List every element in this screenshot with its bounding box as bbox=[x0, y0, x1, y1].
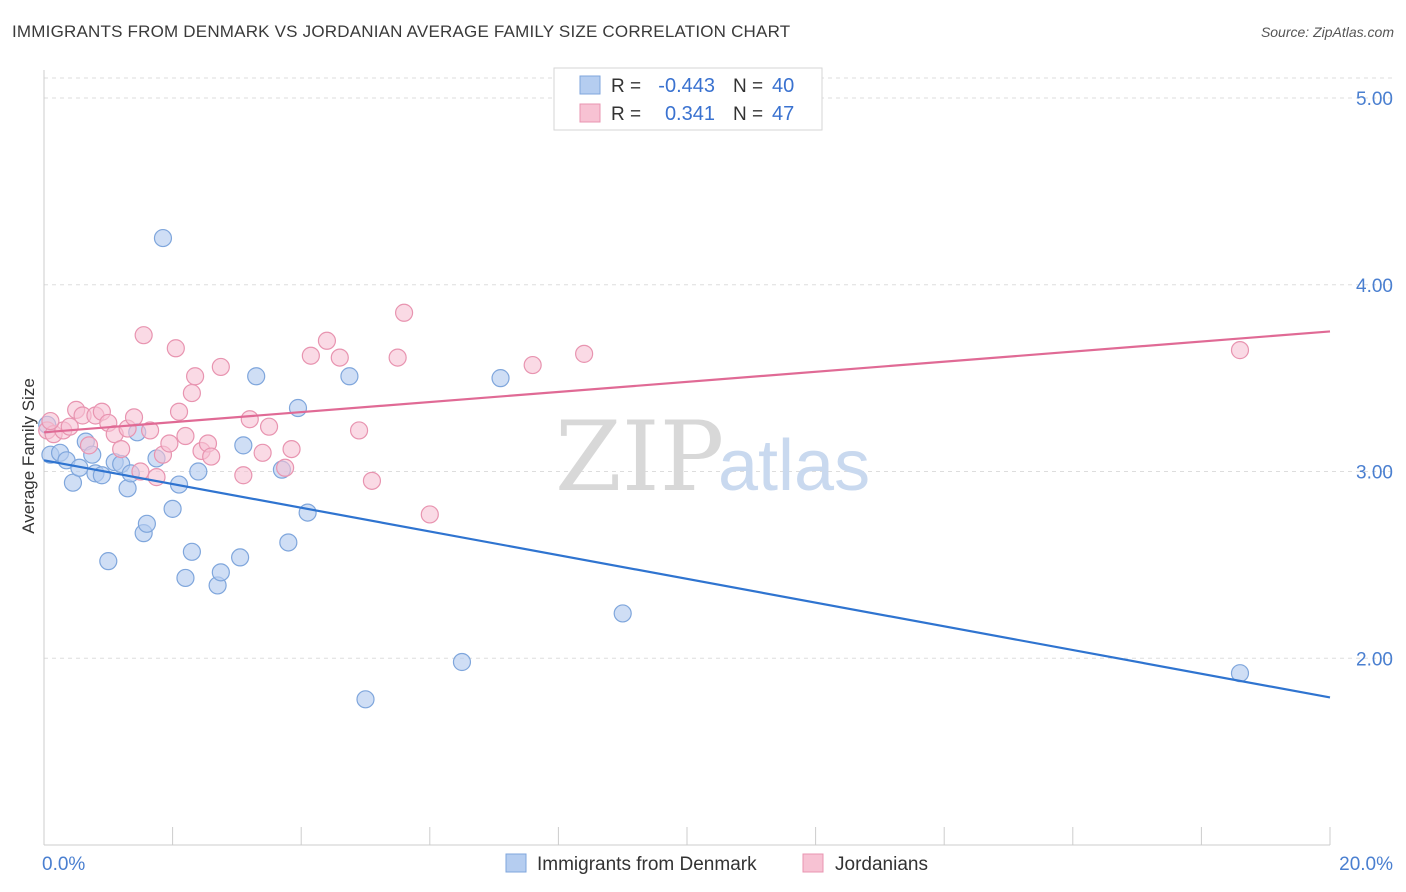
legend-r-value-2: 0.341 bbox=[665, 103, 715, 125]
jordanians-point-46 bbox=[41, 411, 60, 431]
y-tick-labels: 2.00 3.00 4.00 5.00 bbox=[1356, 89, 1393, 670]
watermark: ZIP atlas bbox=[555, 401, 870, 513]
jordanians-point-32 bbox=[259, 417, 279, 436]
denmark-point-25 bbox=[211, 563, 230, 582]
denmark-point-30 bbox=[279, 533, 298, 552]
x-tick-label-end: 20.0% bbox=[1339, 854, 1393, 875]
denmark-point-31 bbox=[288, 398, 308, 418]
watermark-zip: ZIP bbox=[555, 401, 724, 513]
y-tick-label-0: 2.00 bbox=[1356, 649, 1393, 670]
jordanians-point-35 bbox=[301, 346, 320, 365]
top-legend: R = -0.443 N = 40 R = 0.341 N = 47 bbox=[553, 67, 823, 131]
denmark-point-23 bbox=[189, 462, 208, 481]
trend-lines bbox=[43, 330, 1331, 699]
y-tick-label-1: 3.00 bbox=[1356, 463, 1393, 484]
jordanians-point-44 bbox=[575, 344, 594, 363]
bottom-legend-swatch-blue bbox=[505, 853, 527, 873]
denmark-point-37 bbox=[613, 604, 632, 623]
jordanians-point-42 bbox=[420, 505, 439, 524]
denmark-point-21 bbox=[176, 568, 195, 588]
bottom-legend-swatch-pink bbox=[802, 853, 824, 873]
jordanians-point-15 bbox=[134, 326, 153, 345]
denmark-trend-line bbox=[43, 459, 1331, 699]
jordanians-point-28 bbox=[211, 357, 230, 377]
jordanians-point-23 bbox=[182, 383, 201, 403]
bottom-legend-label-denmark: Immigrants from Denmark bbox=[537, 854, 757, 875]
y-tick-label-3: 5.00 bbox=[1356, 89, 1393, 110]
legend-r-label-2: R = bbox=[611, 104, 641, 125]
denmark-point-26 bbox=[231, 548, 250, 567]
legend-n-label-2: N = bbox=[733, 104, 763, 125]
y-axis-title: Average Family Size bbox=[19, 378, 38, 534]
legend-n-label-1: N = bbox=[733, 76, 763, 97]
denmark-point-35 bbox=[452, 652, 472, 672]
grid-lines bbox=[44, 77, 1392, 659]
jordanians-point-33 bbox=[276, 458, 295, 477]
bottom-legend-label-jordanians: Jordanians bbox=[835, 854, 928, 875]
denmark-point-33 bbox=[340, 367, 359, 386]
bottom-legend: Immigrants from Denmark Jordanians bbox=[505, 853, 928, 875]
denmark-point-9 bbox=[99, 552, 118, 571]
denmark-point-32 bbox=[298, 503, 317, 522]
jordanians-point-31 bbox=[253, 443, 272, 462]
denmark-point-18 bbox=[153, 228, 173, 248]
denmark-point-36 bbox=[491, 369, 510, 388]
jordanians-point-22 bbox=[176, 426, 195, 446]
jordanians-point-6 bbox=[79, 436, 99, 455]
legend-r-label-1: R = bbox=[611, 76, 641, 97]
jordanians-point-30 bbox=[240, 410, 259, 429]
jordanians-point-39 bbox=[362, 471, 382, 490]
jordanians-point-40 bbox=[388, 348, 407, 367]
jordanians-point-37 bbox=[330, 348, 349, 367]
x-tick-label-start: 0.0% bbox=[42, 854, 85, 875]
legend-swatch-blue bbox=[579, 75, 601, 95]
jordanians-point-13 bbox=[124, 408, 144, 427]
legend-n-value-2: 47 bbox=[772, 103, 794, 125]
jordanians-point-29 bbox=[234, 466, 253, 485]
jordanians-point-38 bbox=[349, 421, 369, 440]
denmark-point-34 bbox=[356, 690, 375, 709]
jordanians-point-34 bbox=[282, 439, 301, 459]
jordanians-trend-line bbox=[43, 330, 1331, 434]
legend-swatch-pink bbox=[579, 103, 601, 123]
denmark-point-27 bbox=[234, 436, 253, 455]
jordanians-point-11 bbox=[112, 439, 131, 459]
denmark-point-28 bbox=[247, 367, 266, 386]
watermark-atlas: atlas bbox=[718, 426, 870, 506]
jordanians-point-16 bbox=[140, 421, 160, 440]
denmark-point-12 bbox=[118, 479, 137, 498]
jordanians-point-27 bbox=[202, 447, 221, 466]
y-tick-label-2: 4.00 bbox=[1356, 276, 1393, 297]
jordanians-point-41 bbox=[394, 303, 414, 322]
denmark-point-19 bbox=[163, 499, 182, 518]
jordanians-point-14 bbox=[131, 462, 150, 481]
legend-r-value-1: -0.443 bbox=[658, 75, 715, 97]
jordanians-point-43 bbox=[523, 355, 542, 375]
denmark-point-22 bbox=[182, 542, 201, 561]
jordanians-point-19 bbox=[160, 434, 179, 453]
jordanians-point-20 bbox=[166, 339, 185, 358]
chart-title: IMMIGRANTS FROM DENMARK VS JORDANIAN AVE… bbox=[12, 22, 791, 41]
denmark-point-16 bbox=[137, 514, 156, 533]
series-jordanians-points bbox=[38, 303, 1250, 524]
source-label: Source: ZipAtlas.com bbox=[1260, 24, 1394, 40]
x-tick-labels: 0.0% 20.0% bbox=[42, 854, 1393, 875]
jordanians-point-45 bbox=[1230, 341, 1250, 360]
denmark-point-3 bbox=[63, 473, 83, 492]
jordanians-point-24 bbox=[186, 367, 205, 386]
jordanians-point-21 bbox=[169, 402, 189, 421]
jordanians-point-36 bbox=[317, 331, 337, 350]
legend-n-value-1: 40 bbox=[772, 75, 794, 97]
